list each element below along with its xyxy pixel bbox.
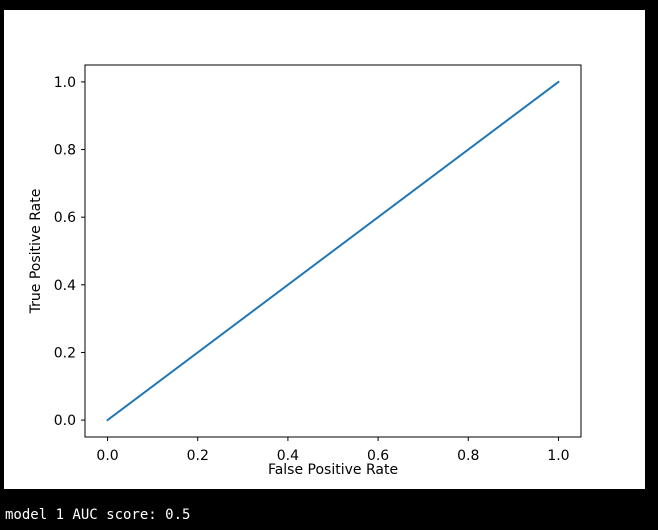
roc-line	[106, 80, 560, 422]
x-tick-label: 0.8	[457, 448, 479, 464]
console-output: model 1 AUC score: 0.5	[5, 507, 191, 523]
x-axis-label: False Positive Rate	[268, 462, 398, 478]
x-tick-label: 0.4	[277, 448, 299, 464]
y-tick-label: 0.2	[54, 345, 76, 361]
roc-chart: 0.0 0.2 0.4 0.6 0.8 1.0 0.0 0.2 0.4 0.6 0.8 1.0 Fal…	[28, 64, 582, 478]
y-tick-label: 0.0	[54, 413, 76, 429]
x-tick-label: 0.0	[96, 448, 118, 464]
chart-plot-area: 0.0 0.2 0.4 0.6 0.8 1.0 0.0 0.2 0.4 0.6 0.8 1.0	[54, 64, 582, 464]
y-tick-label: 0.4	[54, 278, 76, 294]
x-tick-label: 0.6	[367, 448, 389, 464]
y-axis-label: True Positive Rate	[28, 189, 44, 315]
x-tick-label: 0.2	[187, 448, 209, 464]
y-tick-label: 0.8	[54, 143, 76, 159]
axes-frame	[84, 64, 582, 438]
y-tick-label: 1.0	[54, 75, 76, 91]
y-tick-label: 0.6	[54, 210, 76, 226]
x-tick-label: 1.0	[547, 448, 569, 464]
matplotlib-figure: 0.0 0.2 0.4 0.6 0.8 1.0 0.0 0.2 0.4 0.6 0.8 1.0 Fal…	[4, 10, 645, 489]
